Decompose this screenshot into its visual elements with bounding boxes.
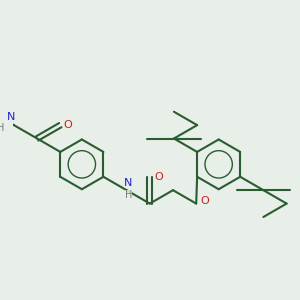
Text: H: H <box>125 190 132 200</box>
Text: O: O <box>200 196 209 206</box>
Text: H: H <box>0 123 4 133</box>
Text: N: N <box>7 112 15 122</box>
Text: N: N <box>124 178 133 188</box>
Text: O: O <box>154 172 163 182</box>
Text: O: O <box>64 120 72 130</box>
